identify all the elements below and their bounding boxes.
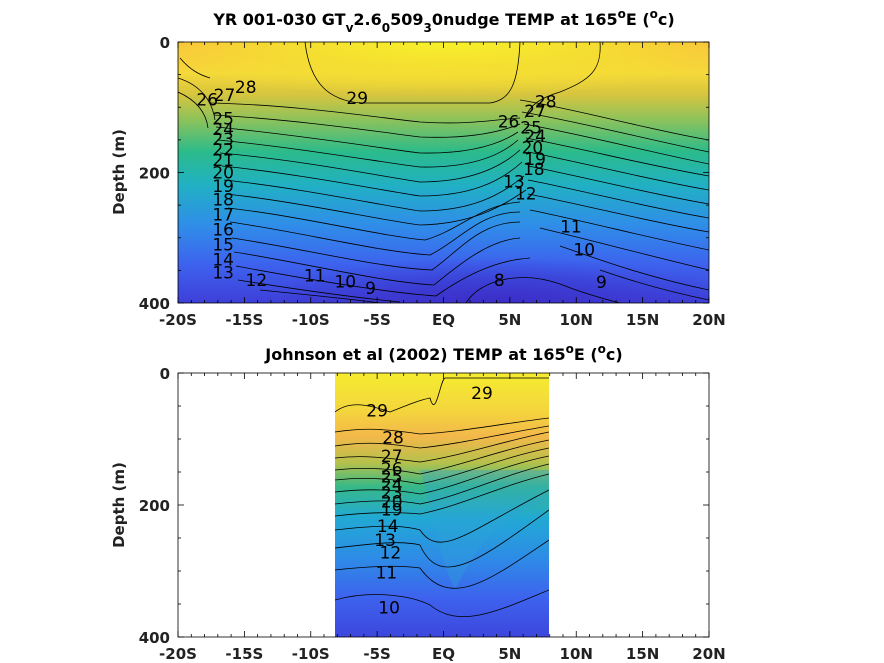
top-x-tick-label: 20N xyxy=(692,311,725,329)
bottom-axes-ticks: -20S -15S -10S -5S EQ 5N 10N 15N 20N 0 200 400 xyxy=(139,365,726,663)
bottom-contour-label: 10 xyxy=(378,598,400,618)
top-contour-label: 26 xyxy=(498,113,520,133)
top-x-tick-label: -20S xyxy=(159,311,197,329)
top-contour-label: 17 xyxy=(212,205,234,225)
top-contour-label: 14 xyxy=(212,250,234,270)
top-contour-label: 10 xyxy=(334,272,356,292)
top-x-tick-label: -5S xyxy=(363,311,390,329)
bottom-x-tick-label: -20S xyxy=(159,645,197,663)
top-contour-label: 19 xyxy=(212,177,234,197)
top-contour-label: 29 xyxy=(346,89,368,109)
bottom-contour-label: 28 xyxy=(382,429,404,449)
top-x-tick-label: 10N xyxy=(560,311,593,329)
top-contour-label: 27 xyxy=(214,86,236,106)
top-panel-title: YR 001-030 GTv2.6050930nudge TEMP at 165… xyxy=(212,7,674,35)
bottom-y-tick-label: 200 xyxy=(139,497,170,515)
top-y-tick-label: 400 xyxy=(139,295,170,313)
top-x-tick-label: -15S xyxy=(225,311,263,329)
top-contour-label: 8 xyxy=(494,271,505,291)
bottom-panel-title: Johnson et al (2002) TEMP at 165oE (oc) xyxy=(264,342,622,364)
top-contour-label: 28 xyxy=(235,78,257,98)
top-contour-label: 28 xyxy=(535,92,557,112)
bottom-contour-label: 24 xyxy=(381,476,403,496)
top-y-tick-label: 200 xyxy=(139,165,170,183)
bottom-contour-label: 27 xyxy=(381,447,403,467)
top-contour-label: 27 xyxy=(524,102,546,122)
bottom-contour-label: 11 xyxy=(376,563,398,583)
top-axes-ticks: -20S -15S -10S -5S EQ 5N 10N 15N 20N 0 200 400 xyxy=(139,34,726,329)
top-panel: YR 001-030 GTv2.6050930nudge TEMP at 165… xyxy=(110,7,726,329)
top-contour-lines xyxy=(178,42,709,303)
bottom-contour-label: 25 xyxy=(381,468,403,488)
top-x-tick-label: -10S xyxy=(292,311,330,329)
bottom-contour-label: 19 xyxy=(381,501,403,521)
bottom-contour-label: 14 xyxy=(377,517,399,537)
top-y-tick-label: 0 xyxy=(160,34,170,52)
top-contour-label: 20 xyxy=(522,139,544,159)
top-contour-label: 20 xyxy=(212,164,234,184)
top-contour-label: 9 xyxy=(596,273,607,293)
top-contour-label: 18 xyxy=(523,160,545,180)
top-contour-label: 13 xyxy=(503,173,525,193)
top-contour-label: 12 xyxy=(246,271,268,291)
bottom-contour-label: 26 xyxy=(381,460,403,480)
top-contour-label: 18 xyxy=(212,190,234,210)
bottom-contour-label: 23 xyxy=(381,483,403,503)
bottom-y-tick-label: 0 xyxy=(160,365,170,383)
top-contour-label: 25 xyxy=(212,109,234,129)
top-x-tick-label: EQ xyxy=(432,311,455,329)
top-contour-label: 24 xyxy=(212,120,234,140)
top-contour-label: 26 xyxy=(196,90,218,110)
top-contour-label: 9 xyxy=(365,279,376,299)
bottom-y-tick-label: 400 xyxy=(139,629,170,647)
bottom-x-tick-label: -15S xyxy=(225,645,263,663)
top-contour-label: 16 xyxy=(212,220,234,240)
bottom-contour-lines xyxy=(335,377,549,618)
top-contour-label: 11 xyxy=(304,267,326,287)
bottom-x-tick-label: EQ xyxy=(432,645,455,663)
top-contour-label: 12 xyxy=(515,184,537,204)
top-contour-label: 15 xyxy=(212,235,234,255)
top-contour-label: 19 xyxy=(524,150,546,170)
bottom-contour-label: 20 xyxy=(381,493,403,513)
top-contour-label: 25 xyxy=(520,118,542,138)
bottom-x-tick-label: 10N xyxy=(560,645,593,663)
bottom-x-tick-label: 5N xyxy=(498,645,521,663)
bottom-x-tick-label: -5S xyxy=(363,645,390,663)
bottom-contour-label: 29 xyxy=(471,384,493,404)
bottom-contour-label: 12 xyxy=(380,544,402,564)
top-x-tick-label: 5N xyxy=(498,311,521,329)
top-x-tick-label: 15N xyxy=(626,311,659,329)
bottom-y-axis-label: Depth (m) xyxy=(110,462,128,548)
bottom-x-tick-label: 20N xyxy=(692,645,725,663)
top-contour-label: 11 xyxy=(560,218,582,238)
top-contour-label: 22 xyxy=(212,141,234,161)
bottom-x-tick-label: -10S xyxy=(292,645,330,663)
top-contour-label: 23 xyxy=(212,130,234,150)
bottom-contour-label: 13 xyxy=(374,531,396,551)
bottom-contour-label: 29 xyxy=(366,402,388,422)
top-y-axis-label: Depth (m) xyxy=(110,129,128,215)
top-contour-label: 10 xyxy=(573,240,595,260)
top-contour-label: 13 xyxy=(212,263,234,283)
bottom-x-tick-label: 15N xyxy=(626,645,659,663)
bottom-panel: Johnson et al (2002) TEMP at 165oE (oc) xyxy=(110,342,726,663)
top-contour-label: 21 xyxy=(212,151,234,171)
top-contour-label: 24 xyxy=(524,127,546,147)
